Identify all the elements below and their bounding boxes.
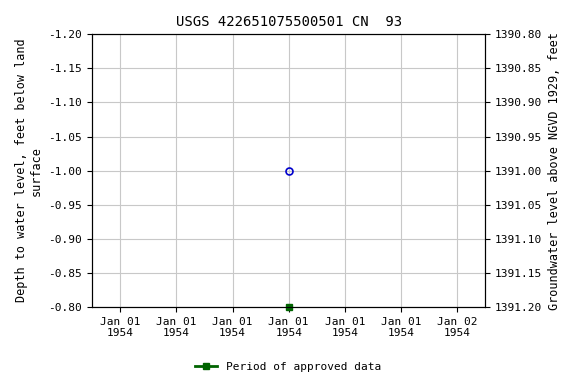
Legend: Period of approved data: Period of approved data	[191, 358, 385, 377]
Y-axis label: Depth to water level, feet below land
surface: Depth to water level, feet below land su…	[15, 39, 43, 303]
Title: USGS 422651075500501 CN  93: USGS 422651075500501 CN 93	[176, 15, 402, 29]
Y-axis label: Groundwater level above NGVD 1929, feet: Groundwater level above NGVD 1929, feet	[548, 32, 561, 310]
